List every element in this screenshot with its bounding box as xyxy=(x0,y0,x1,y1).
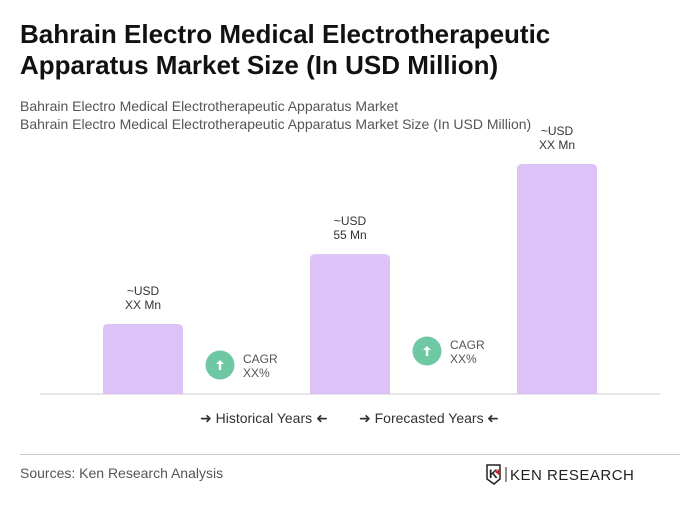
data-label: XX Mn xyxy=(125,298,161,312)
subtitle: Bahrain Electro Medical Electrotherapeut… xyxy=(20,98,399,114)
data-label: ~USD xyxy=(541,124,574,138)
legend-forecasted: ➜ Forecasted Years ➜ xyxy=(359,410,500,426)
legend-label: Forecasted Years xyxy=(374,410,484,426)
bar xyxy=(103,324,183,394)
ken-research-logo: K KEN RESEARCH xyxy=(486,464,634,485)
legend-label: Historical Years xyxy=(215,410,313,426)
cagr-value: XX% xyxy=(450,352,477,366)
subtitle-2: Bahrain Electro Medical Electrotherapeut… xyxy=(20,116,532,132)
svg-text:KEN RESEARCH: KEN RESEARCH xyxy=(510,467,634,484)
data-label: ~USD xyxy=(127,284,160,298)
divider xyxy=(20,454,680,455)
legend-historical: ➜ Historical Years ➜ xyxy=(200,410,328,426)
cagr-value: XX% xyxy=(243,366,270,380)
sources: Sources: Ken Research Analysis xyxy=(20,465,224,481)
bar xyxy=(310,254,390,394)
bar xyxy=(517,164,597,394)
data-label: XX Mn xyxy=(539,138,575,152)
cagr-label: CAGR xyxy=(450,338,485,352)
data-label: ~USD xyxy=(334,214,367,228)
chart-title: Bahrain Electro Medical Electrotherapeut… xyxy=(20,19,551,80)
data-label: 55 Mn xyxy=(333,228,366,242)
svg-text:K: K xyxy=(489,467,498,481)
cagr-label: CAGR xyxy=(243,352,278,366)
